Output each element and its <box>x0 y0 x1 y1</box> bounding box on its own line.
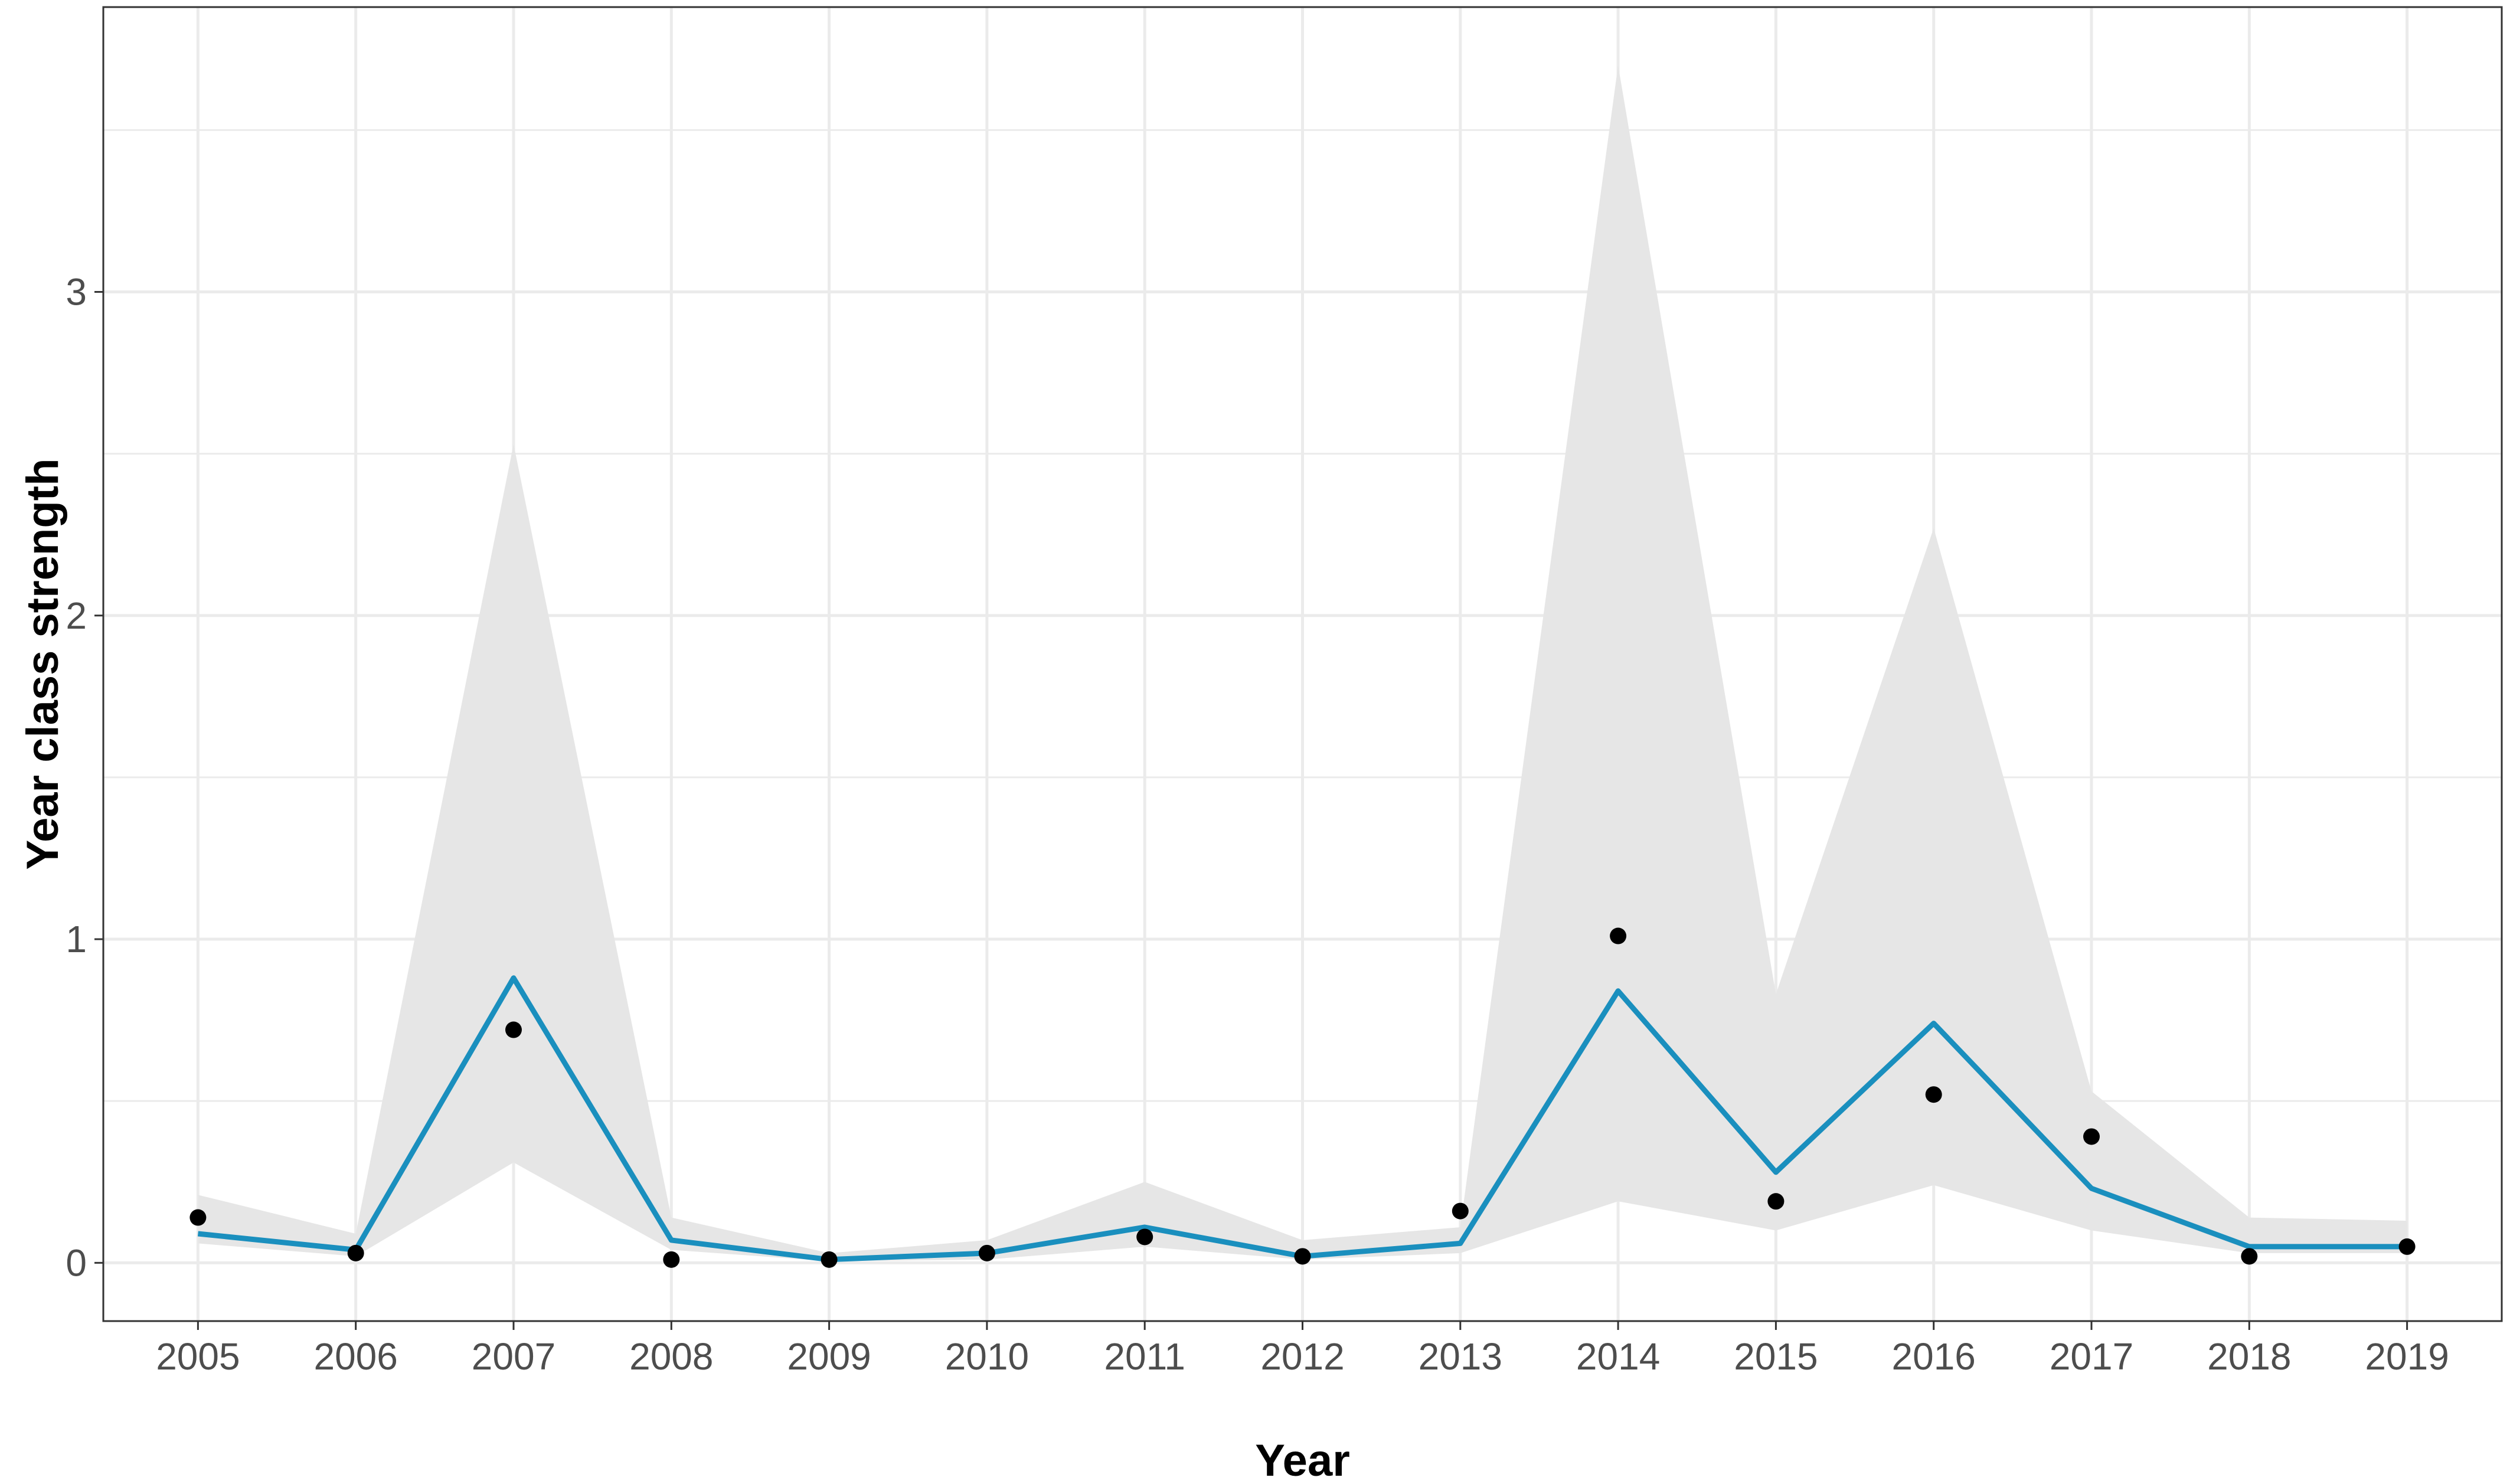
x-tick-label: 2015 <box>1734 1335 1818 1378</box>
x-tick-label: 2017 <box>2050 1335 2133 1378</box>
axis-ticks <box>94 290 2408 1330</box>
x-axis-title: Year <box>1255 1436 1350 1484</box>
data-point <box>821 1251 838 1268</box>
data-point <box>189 1209 207 1226</box>
data-point <box>1610 927 1627 944</box>
x-tick-label: 2008 <box>629 1335 713 1378</box>
y-tick-label: 3 <box>66 270 87 313</box>
x-tick-label: 2013 <box>1419 1335 1502 1378</box>
data-point <box>2398 1238 2416 1255</box>
y-tick-label: 1 <box>66 918 87 960</box>
x-tick-label: 2018 <box>2207 1335 2291 1378</box>
data-point <box>1136 1228 1153 1246</box>
y-axis-title: Year class strength <box>18 458 68 870</box>
data-point <box>2083 1128 2100 1145</box>
x-tick-label: 2011 <box>1104 1335 1185 1378</box>
x-tick-label: 2005 <box>156 1335 240 1378</box>
data-point <box>663 1251 680 1268</box>
data-point <box>2241 1248 2258 1265</box>
data-point <box>978 1244 995 1261</box>
data-point <box>1452 1202 1469 1220</box>
x-tick-label: 2014 <box>1576 1335 1660 1378</box>
x-tick-label: 2010 <box>945 1335 1029 1378</box>
y-tick-label: 2 <box>66 594 87 637</box>
x-tick-label: 2012 <box>1260 1335 1344 1378</box>
y-axis-tick-labels: 0 1 2 3 <box>66 270 87 1284</box>
data-point <box>1925 1086 1942 1103</box>
data-point <box>1767 1193 1785 1210</box>
confidence-band <box>198 65 2407 1261</box>
data-point <box>347 1244 364 1261</box>
x-tick-label: 2007 <box>472 1335 555 1378</box>
observed-points-series <box>189 927 2416 1268</box>
x-axis-tick-labels: 2005 2006 2007 2008 2009 2010 2011 2012 2013 2014… <box>156 1335 2449 1378</box>
x-tick-label: 2016 <box>1892 1335 1976 1378</box>
data-point <box>505 1021 522 1038</box>
confidence-band-area <box>198 65 2407 1261</box>
x-tick-label: 2019 <box>2365 1335 2449 1378</box>
y-tick-label: 0 <box>66 1241 87 1284</box>
x-tick-label: 2009 <box>787 1335 871 1378</box>
x-tick-label: 2006 <box>313 1335 397 1378</box>
data-point <box>1294 1248 1311 1265</box>
